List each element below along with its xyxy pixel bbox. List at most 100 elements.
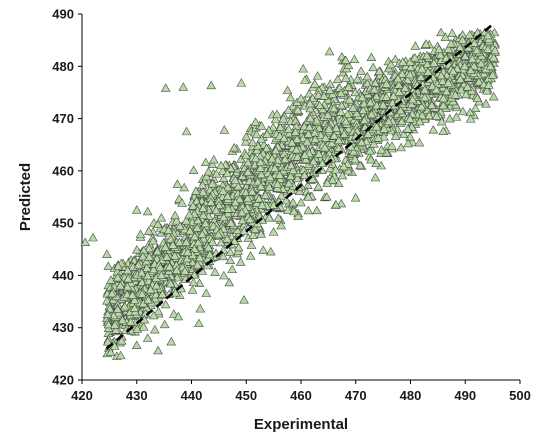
data-point bbox=[210, 267, 220, 276]
dashed-fit-line bbox=[105, 23, 494, 350]
data-point bbox=[113, 261, 124, 270]
data-point bbox=[343, 124, 354, 133]
data-point bbox=[138, 251, 148, 261]
data-point bbox=[236, 78, 247, 87]
data-point bbox=[250, 117, 261, 126]
data-point bbox=[169, 250, 180, 260]
data-point bbox=[319, 91, 329, 100]
data-point bbox=[333, 143, 344, 153]
data-point bbox=[264, 182, 275, 191]
data-point bbox=[179, 182, 190, 192]
data-point bbox=[305, 113, 316, 123]
data-point bbox=[229, 142, 240, 152]
data-point bbox=[129, 303, 140, 312]
data-point bbox=[250, 224, 260, 234]
data-point bbox=[400, 83, 410, 92]
data-point bbox=[240, 137, 251, 146]
data-point bbox=[197, 229, 208, 238]
data-point bbox=[381, 92, 392, 101]
data-point bbox=[170, 210, 180, 220]
data-point bbox=[230, 175, 241, 184]
data-point bbox=[324, 46, 335, 56]
y-tick-label: 440 bbox=[52, 268, 74, 283]
data-point bbox=[122, 265, 133, 275]
data-point bbox=[341, 116, 351, 126]
data-point bbox=[262, 129, 272, 138]
data-point bbox=[256, 134, 267, 143]
data-point bbox=[414, 116, 425, 126]
data-point bbox=[421, 39, 431, 48]
data-point bbox=[368, 62, 378, 72]
data-point bbox=[278, 113, 289, 123]
data-point bbox=[365, 146, 375, 155]
data-point bbox=[152, 246, 163, 256]
data-point bbox=[246, 240, 257, 249]
data-point bbox=[189, 270, 200, 279]
data-point bbox=[265, 172, 276, 182]
data-point bbox=[450, 90, 461, 99]
data-point bbox=[356, 66, 366, 75]
data-point bbox=[198, 210, 209, 219]
data-point bbox=[431, 84, 442, 94]
data-point bbox=[168, 240, 178, 249]
data-point bbox=[443, 44, 454, 53]
data-point bbox=[343, 165, 353, 175]
data-point bbox=[281, 195, 292, 205]
data-point bbox=[290, 127, 301, 136]
data-point bbox=[245, 214, 255, 224]
x-tick-label: 490 bbox=[454, 388, 476, 403]
data-point bbox=[441, 86, 452, 96]
data-point bbox=[325, 163, 335, 173]
data-point bbox=[470, 103, 481, 112]
data-point bbox=[242, 193, 253, 203]
data-point bbox=[405, 62, 416, 72]
data-point bbox=[296, 93, 306, 103]
data-point bbox=[211, 169, 222, 178]
data-point bbox=[314, 100, 325, 110]
data-point bbox=[298, 63, 309, 73]
data-point bbox=[332, 74, 343, 84]
data-point bbox=[317, 158, 328, 168]
data-point bbox=[200, 157, 211, 167]
data-point bbox=[151, 280, 162, 290]
data-point bbox=[103, 319, 114, 329]
data-point bbox=[198, 233, 209, 243]
data-point bbox=[302, 137, 312, 146]
y-tick-label: 470 bbox=[52, 111, 74, 126]
data-point bbox=[336, 107, 346, 116]
data-point bbox=[376, 145, 387, 154]
data-point bbox=[268, 227, 279, 236]
data-point bbox=[225, 255, 236, 264]
data-point bbox=[427, 81, 438, 90]
data-point bbox=[300, 150, 310, 159]
data-point bbox=[462, 82, 473, 91]
data-point bbox=[191, 186, 201, 195]
data-point bbox=[151, 289, 161, 299]
y-tick-label: 460 bbox=[52, 163, 74, 178]
data-point bbox=[438, 100, 448, 110]
data-point bbox=[276, 191, 287, 200]
data-point bbox=[245, 251, 256, 260]
data-point bbox=[337, 170, 348, 180]
data-point bbox=[133, 260, 144, 269]
data-point bbox=[464, 30, 475, 39]
data-point bbox=[206, 197, 216, 206]
data-point bbox=[320, 133, 331, 142]
data-point bbox=[313, 181, 324, 191]
data-point bbox=[119, 301, 130, 311]
data-point bbox=[350, 154, 360, 163]
data-point bbox=[285, 171, 296, 180]
data-point bbox=[256, 229, 266, 238]
y-tick-label: 490 bbox=[52, 7, 74, 22]
data-point bbox=[122, 282, 133, 291]
data-point bbox=[488, 52, 499, 62]
data-point bbox=[131, 205, 142, 214]
data-point bbox=[205, 249, 215, 259]
data-point bbox=[436, 116, 447, 126]
data-point bbox=[213, 229, 224, 239]
data-point bbox=[123, 273, 133, 283]
data-point bbox=[299, 170, 310, 179]
data-point bbox=[264, 213, 275, 222]
data-point bbox=[148, 236, 158, 245]
